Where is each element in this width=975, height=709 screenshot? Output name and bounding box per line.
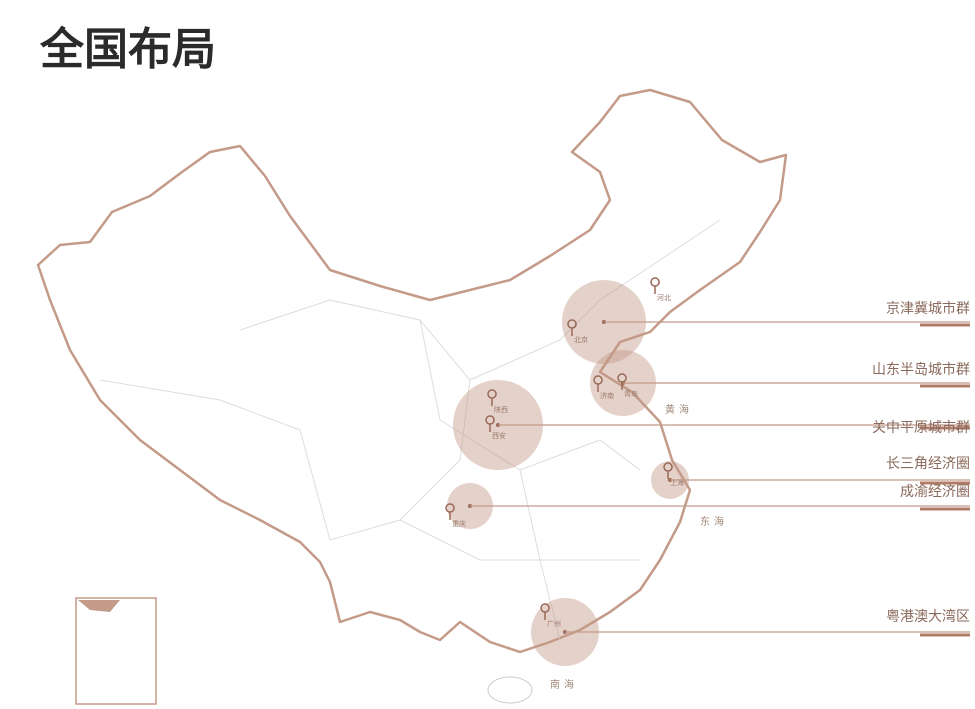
sea-label: 黄海	[665, 403, 693, 416]
region-label: 粤港澳大湾区	[886, 608, 970, 625]
place-label: 青岛	[624, 389, 638, 398]
place-label: 陕西	[494, 405, 508, 414]
sea-label: 东海	[700, 515, 728, 528]
pin	[593, 375, 603, 392]
place-label: 广州	[547, 619, 561, 628]
title: 全国布局	[39, 24, 216, 75]
pin	[445, 503, 455, 520]
province-borders	[99, 219, 721, 641]
place-label: 北京	[574, 335, 588, 344]
china-outline	[36, 88, 788, 654]
pin	[487, 389, 497, 406]
inset-coast	[78, 600, 120, 612]
hainan	[487, 676, 533, 704]
place-label: 河北	[657, 294, 671, 302]
region-label: 成渝经济圈	[900, 484, 970, 500]
pin	[485, 415, 495, 432]
region-label: 京津冀城市群	[886, 300, 970, 317]
inset-box	[75, 597, 157, 705]
pin	[540, 603, 550, 620]
place-label: 西安	[492, 431, 506, 440]
region-label: 山东半岛城市群	[872, 361, 970, 378]
sea-label: 南海	[550, 678, 578, 691]
pin	[567, 319, 577, 336]
place-label: 济南	[600, 391, 614, 400]
region-label: 长三角经济圈	[886, 456, 970, 472]
region-label: 关中平原城市群	[872, 419, 970, 436]
pin	[650, 277, 660, 294]
place-label: 上海	[670, 478, 684, 487]
place-label: 重庆	[452, 519, 466, 528]
pin	[663, 462, 673, 479]
pin	[617, 373, 627, 390]
